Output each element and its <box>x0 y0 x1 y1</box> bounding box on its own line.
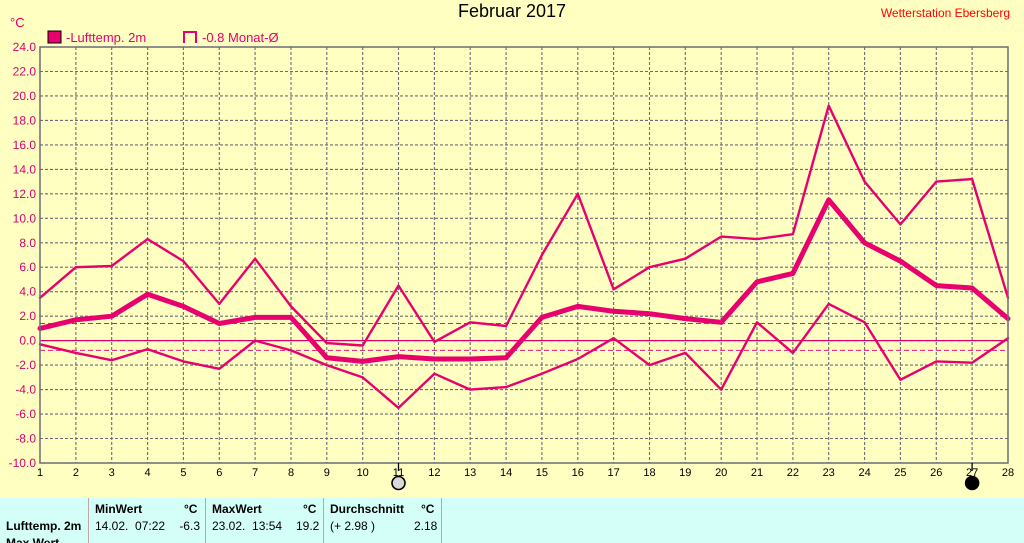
svg-text:18.0: 18.0 <box>13 113 37 127</box>
svg-text:24: 24 <box>858 467 870 479</box>
svg-text:-10.0: -10.0 <box>9 456 37 470</box>
svg-text:3: 3 <box>109 467 115 479</box>
svg-text:-8.0: -8.0 <box>15 432 36 446</box>
svg-text:18: 18 <box>643 467 655 479</box>
svg-text:10: 10 <box>357 467 369 479</box>
svg-text:12: 12 <box>428 467 440 479</box>
svg-text:19: 19 <box>679 467 691 479</box>
svg-text:24.0: 24.0 <box>13 40 37 54</box>
svg-text:14: 14 <box>500 467 512 479</box>
svg-text:26: 26 <box>930 467 942 479</box>
svg-text:21: 21 <box>751 467 763 479</box>
svg-text:4: 4 <box>145 467 151 479</box>
svg-text:-2.0: -2.0 <box>15 358 36 372</box>
svg-text:0.0: 0.0 <box>19 334 36 348</box>
svg-text:4.0: 4.0 <box>19 285 36 299</box>
svg-text:6.0: 6.0 <box>19 260 36 274</box>
svg-text:7: 7 <box>252 467 258 479</box>
svg-text:12.0: 12.0 <box>13 187 37 201</box>
svg-text:16: 16 <box>572 467 584 479</box>
svg-text:2.0: 2.0 <box>19 309 36 323</box>
svg-text:22.0: 22.0 <box>13 65 37 79</box>
svg-text:20: 20 <box>715 467 727 479</box>
svg-text:-Lufttemp. 2m: -Lufttemp. 2m <box>66 30 146 45</box>
svg-text:13: 13 <box>464 467 476 479</box>
svg-text:15: 15 <box>536 467 548 479</box>
svg-text:-0.8 Monat-Ø: -0.8 Monat-Ø <box>202 30 279 45</box>
svg-text:23: 23 <box>823 467 835 479</box>
svg-text:17: 17 <box>607 467 619 479</box>
svg-text:1: 1 <box>37 467 43 479</box>
svg-text:5: 5 <box>180 467 186 479</box>
svg-text:8.0: 8.0 <box>19 236 36 250</box>
svg-text:20.0: 20.0 <box>13 89 37 103</box>
svg-text:10.0: 10.0 <box>13 211 37 225</box>
svg-text:-6.0: -6.0 <box>15 407 36 421</box>
svg-text:25: 25 <box>894 467 906 479</box>
svg-text:22: 22 <box>787 467 799 479</box>
svg-text:6: 6 <box>216 467 222 479</box>
svg-text:-4.0: -4.0 <box>15 383 36 397</box>
svg-text:9: 9 <box>324 467 330 479</box>
svg-text:14.0: 14.0 <box>13 162 37 176</box>
svg-text:2: 2 <box>73 467 79 479</box>
svg-text:28: 28 <box>1002 467 1014 479</box>
svg-text:16.0: 16.0 <box>13 138 37 152</box>
svg-text:8: 8 <box>288 467 294 479</box>
svg-text:°C: °C <box>10 15 25 30</box>
